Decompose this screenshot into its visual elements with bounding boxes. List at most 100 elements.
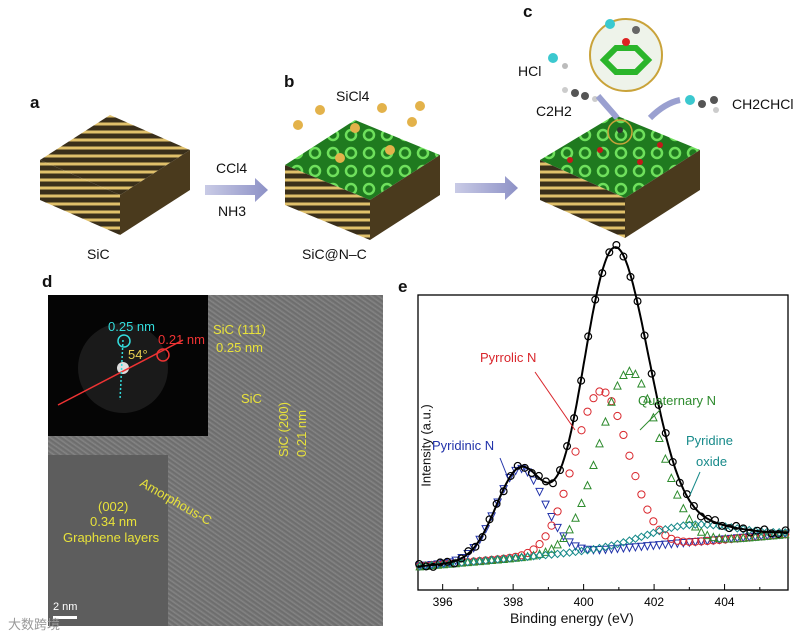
component-point xyxy=(625,543,634,553)
component-point xyxy=(589,460,598,470)
component-point xyxy=(672,489,682,499)
anno-sic: SiC xyxy=(241,391,262,406)
component-point xyxy=(607,545,616,555)
component-point xyxy=(601,545,610,555)
raw-data-point xyxy=(711,516,720,525)
label-nh3: NH3 xyxy=(218,203,247,219)
hcl-molecule xyxy=(548,53,568,69)
component-point xyxy=(691,537,700,546)
x-tick-label: 402 xyxy=(644,595,664,609)
x-tick-label: 396 xyxy=(433,595,453,609)
label-product: CH2CHCl xyxy=(732,96,794,112)
component-point xyxy=(642,393,652,403)
component-point xyxy=(625,451,634,460)
component-point xyxy=(666,540,676,549)
raw-data-point xyxy=(746,528,755,537)
panel-e-letter: e xyxy=(398,277,408,296)
component-point xyxy=(577,498,586,508)
component-point xyxy=(547,513,556,522)
x-tick-label: 398 xyxy=(503,595,523,609)
raw-data-point xyxy=(661,429,670,438)
series-label: Pyridinic N xyxy=(432,438,494,453)
product-arrow xyxy=(647,97,681,121)
component-point xyxy=(637,378,646,388)
panel-d-letter: d xyxy=(42,272,53,291)
raw-data-point xyxy=(689,501,698,510)
component-point xyxy=(541,500,550,510)
component-point xyxy=(708,532,718,542)
fft-label-025: 0.25 nm xyxy=(108,319,155,334)
fft-angle: 54° xyxy=(128,347,148,362)
series-label: Pyrrolic N xyxy=(480,350,536,365)
component-point xyxy=(678,539,688,548)
series-label: Quaternary N xyxy=(638,393,716,408)
scalebar xyxy=(53,616,77,619)
component-point xyxy=(535,487,544,497)
component-point xyxy=(589,394,598,403)
component-point xyxy=(631,472,640,481)
panel-c-letter: c xyxy=(523,2,533,21)
label-c2h2: C2H2 xyxy=(536,103,572,119)
acetylene-molecule xyxy=(562,87,598,102)
component-point xyxy=(565,469,574,478)
raw-data-point xyxy=(739,524,748,533)
component-point xyxy=(756,531,766,541)
component-point xyxy=(541,547,550,556)
component-point xyxy=(637,542,646,552)
reaction-arrow-2 xyxy=(455,176,518,200)
leader-line xyxy=(639,409,661,431)
component-point xyxy=(667,534,676,543)
raw-data-point xyxy=(718,521,727,530)
raw-data-point xyxy=(429,562,438,571)
active-site-zoom xyxy=(589,18,663,92)
component-point xyxy=(702,530,712,540)
plot-frame xyxy=(417,294,789,591)
raw-data-point xyxy=(548,479,557,488)
component-point xyxy=(583,480,592,490)
raw-data-point xyxy=(520,463,529,472)
component-point xyxy=(541,532,550,541)
component-point xyxy=(571,512,580,522)
leader-line xyxy=(689,471,701,496)
raw-data-point xyxy=(464,547,473,556)
anno-sic111: SiC (111) xyxy=(213,322,266,337)
raw-data-point xyxy=(774,529,783,538)
raw-data-point xyxy=(471,542,480,551)
component-point xyxy=(685,537,694,546)
raw-data-point xyxy=(598,269,607,278)
sic-block xyxy=(40,115,190,235)
component-point xyxy=(613,380,622,390)
component-point xyxy=(553,523,562,533)
vinyl-chloride-molecule xyxy=(685,95,719,113)
component-point xyxy=(535,540,544,549)
x-tick-label: 400 xyxy=(574,595,594,609)
component-point xyxy=(714,533,724,543)
component-point xyxy=(691,520,700,529)
panel-b-letter: b xyxy=(284,72,295,91)
component-point xyxy=(643,505,652,514)
raw-data-point xyxy=(619,252,628,261)
component-point xyxy=(631,543,640,553)
component-point xyxy=(666,473,676,482)
component-point xyxy=(667,523,676,533)
raw-data-point xyxy=(577,376,586,385)
leader-line xyxy=(534,371,576,431)
component-point xyxy=(559,489,568,498)
component-point xyxy=(595,438,604,448)
component-point xyxy=(631,369,640,378)
label-sicl4: SiCl4 xyxy=(336,88,370,104)
component-point xyxy=(583,407,592,416)
raw-data-point xyxy=(612,240,621,249)
panel-a-letter: a xyxy=(30,93,40,112)
raw-data-point xyxy=(633,297,642,306)
x-tick-label: 404 xyxy=(715,595,735,609)
component-point xyxy=(679,537,688,546)
component-point xyxy=(732,533,742,543)
label-hcl: HCl xyxy=(518,63,542,79)
label-ccl4: CCl4 xyxy=(216,160,248,176)
component-point xyxy=(655,525,664,534)
component-point xyxy=(684,514,694,523)
amorphous-region xyxy=(48,455,168,626)
raw-data-point xyxy=(534,471,543,480)
component-point xyxy=(685,520,694,530)
